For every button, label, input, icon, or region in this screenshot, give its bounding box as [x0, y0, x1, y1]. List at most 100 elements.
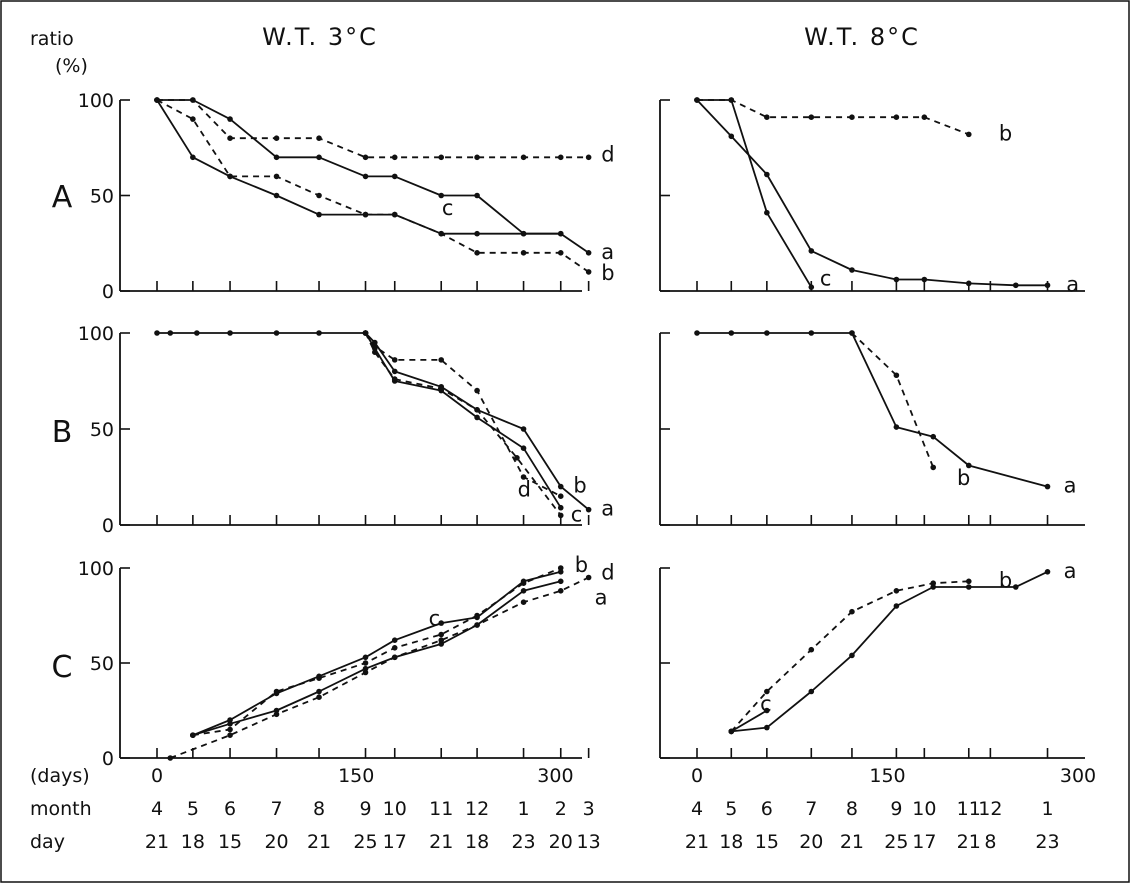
panel-a1-series-b-point [474, 250, 480, 256]
panel-c2-series-b-point [764, 688, 770, 695]
panel-a1: 0 50 100 ab c d [78, 90, 615, 303]
col1-month-label: 11 [429, 798, 453, 820]
panel-a1-series-b-point [273, 173, 280, 180]
panel-b1-series-b-label: b [573, 474, 586, 498]
panel-c2-series-b-point [893, 588, 900, 594]
panel-b1-series-d-point [557, 512, 564, 519]
panel-c2-series-b-label: b [999, 568, 1012, 592]
panel-c1-series-c-point [190, 732, 196, 738]
panel-c1-series-d-point [438, 637, 445, 643]
panel-b1-series-b-point [557, 493, 564, 500]
col2-month-label: 4 [691, 798, 703, 820]
panel-a2-series-c-point [728, 97, 735, 103]
panel-a1-series-b-point [557, 250, 564, 256]
column-title-left: W.T. 3°C [262, 23, 378, 51]
panel-c1-series-d-point [585, 574, 592, 581]
panel-b1-series-d-point [372, 349, 378, 356]
panel-a2-series-a-point [764, 171, 770, 178]
panel-a1-series-d-point [316, 135, 322, 141]
col1-day-label: 15 [218, 831, 242, 853]
panel-c1-y-tick-label: 0 [102, 748, 114, 770]
panel-c1-series-d-point [520, 599, 527, 605]
panel-c2-series-c-point [764, 707, 770, 714]
panel-a2-series-b-point [808, 114, 815, 120]
panel-a1-series-c-point [227, 116, 233, 122]
panel-c1-series-a-line [192, 580, 562, 737]
col2-month-label: 9 [890, 798, 902, 820]
panel-c1-series-d-label: d [601, 561, 614, 585]
panel-a1-series-d-point [273, 135, 280, 141]
panel-b2-series-a-point [808, 330, 815, 336]
panel-b1-series-a-point [520, 426, 527, 432]
panel-c1-series-d-point [227, 732, 233, 738]
panel-a1-series-c-point [438, 192, 445, 199]
panel-b1-series-d-point [514, 455, 520, 461]
panel-c1-series-c-point [362, 654, 369, 661]
panel-b1-series-a-point [557, 483, 564, 490]
panel-c1-series-d-point [391, 654, 398, 661]
col2-month-label: 10 [912, 798, 936, 820]
panel-a2: a b c [659, 97, 1085, 296]
panel-a2-series-a-point [849, 267, 855, 273]
panel-a2-series-a-point [921, 276, 928, 283]
panel-b1-series-b-point [520, 474, 527, 480]
panel-b2: ab [659, 330, 1085, 526]
panel-a2-series-a-point [1044, 282, 1051, 289]
col1-day-label: 23 [511, 831, 535, 853]
panel-b1-y-tick-label: 0 [102, 515, 114, 537]
panel-a1-series-a-point [190, 154, 196, 161]
col2-month-label: 12 [978, 798, 1002, 820]
panel-a1-series-d-point [227, 135, 233, 141]
y-axis-label: ratio [30, 28, 74, 50]
panel-a2-series-c-point [808, 284, 815, 290]
panel-c2-series-a-point [849, 652, 855, 659]
row-label-c: C [52, 650, 73, 685]
panel-b2-series-b-point [893, 372, 900, 379]
panel-b1-series-c-point [372, 345, 378, 352]
panel-c1-y-tick-label: 100 [78, 558, 114, 580]
row-label-a: A [52, 180, 73, 215]
panel-a2-series-c-point [694, 97, 700, 103]
panel-a1-series-c-point [362, 173, 369, 180]
panel-b1-series-a-point [391, 368, 398, 375]
panel-a1-series-c-point [474, 192, 480, 199]
panel-a1-series-b-point [520, 250, 527, 256]
panel-a1-series-c-point [391, 173, 398, 180]
panel-b1-series-d-point [362, 330, 369, 336]
col1-month-label: 7 [270, 798, 282, 820]
panel-c1-series-b-point [227, 726, 233, 733]
panel-b1-series-c-label: c [571, 502, 583, 526]
panel-c2-series-c-line [730, 709, 768, 733]
panel-a1-series-c-point [557, 230, 564, 237]
col1-month-label: 12 [465, 798, 489, 820]
panel-c1-series-b-point [438, 631, 445, 638]
panel-b2-series-a-line [697, 332, 1048, 488]
panel-c1-series-c-point [520, 578, 527, 585]
panel-c1-series-c-point [438, 620, 445, 626]
panel-c1-series-c-point [474, 614, 480, 621]
panel-a1-series-c-label: c [442, 196, 454, 220]
panel-a1-series-d-point [391, 154, 398, 161]
panel-a2-series-a-point [1012, 282, 1019, 289]
panel-a1-series-a-point [474, 230, 480, 237]
panel-a1-series-d-line [157, 99, 589, 159]
panel-c2-series-b-point [930, 580, 937, 586]
panel-c2-series-a-point [764, 724, 770, 731]
panel-a1-series-c-line [157, 99, 561, 235]
panel-c2-series-b-point [849, 608, 855, 615]
col1-day-label: 20 [549, 831, 573, 853]
panel-c1-series-c-point [391, 637, 398, 643]
panel-b1-series-d-label: d [518, 477, 531, 501]
panel-b2-series-a-point [728, 330, 735, 336]
panel-a1-series-b-point [585, 269, 592, 275]
col2-month-label: 11 [957, 798, 981, 820]
panel-a2-series-b-line [697, 99, 970, 136]
panel-c2-series-b-point [965, 578, 972, 585]
col1-day-label: 21 [307, 831, 331, 853]
panel-c1-series-d-line [169, 576, 589, 759]
col1-month-label: 1 [518, 798, 530, 820]
panel-c1-series-c-label: c [429, 606, 441, 630]
panel-c2-series-a-point [965, 584, 972, 590]
col1-day-label: 21 [145, 831, 169, 853]
